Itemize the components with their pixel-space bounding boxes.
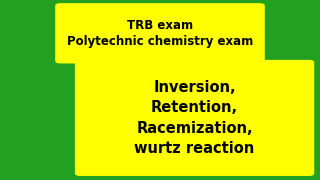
FancyBboxPatch shape [55, 3, 265, 64]
FancyBboxPatch shape [75, 60, 314, 176]
Text: Inversion,
Retention,
Racemization,
wurtz reaction: Inversion, Retention, Racemization, wurt… [134, 80, 255, 156]
Text: TRB exam
Polytechnic chemistry exam: TRB exam Polytechnic chemistry exam [67, 19, 253, 48]
